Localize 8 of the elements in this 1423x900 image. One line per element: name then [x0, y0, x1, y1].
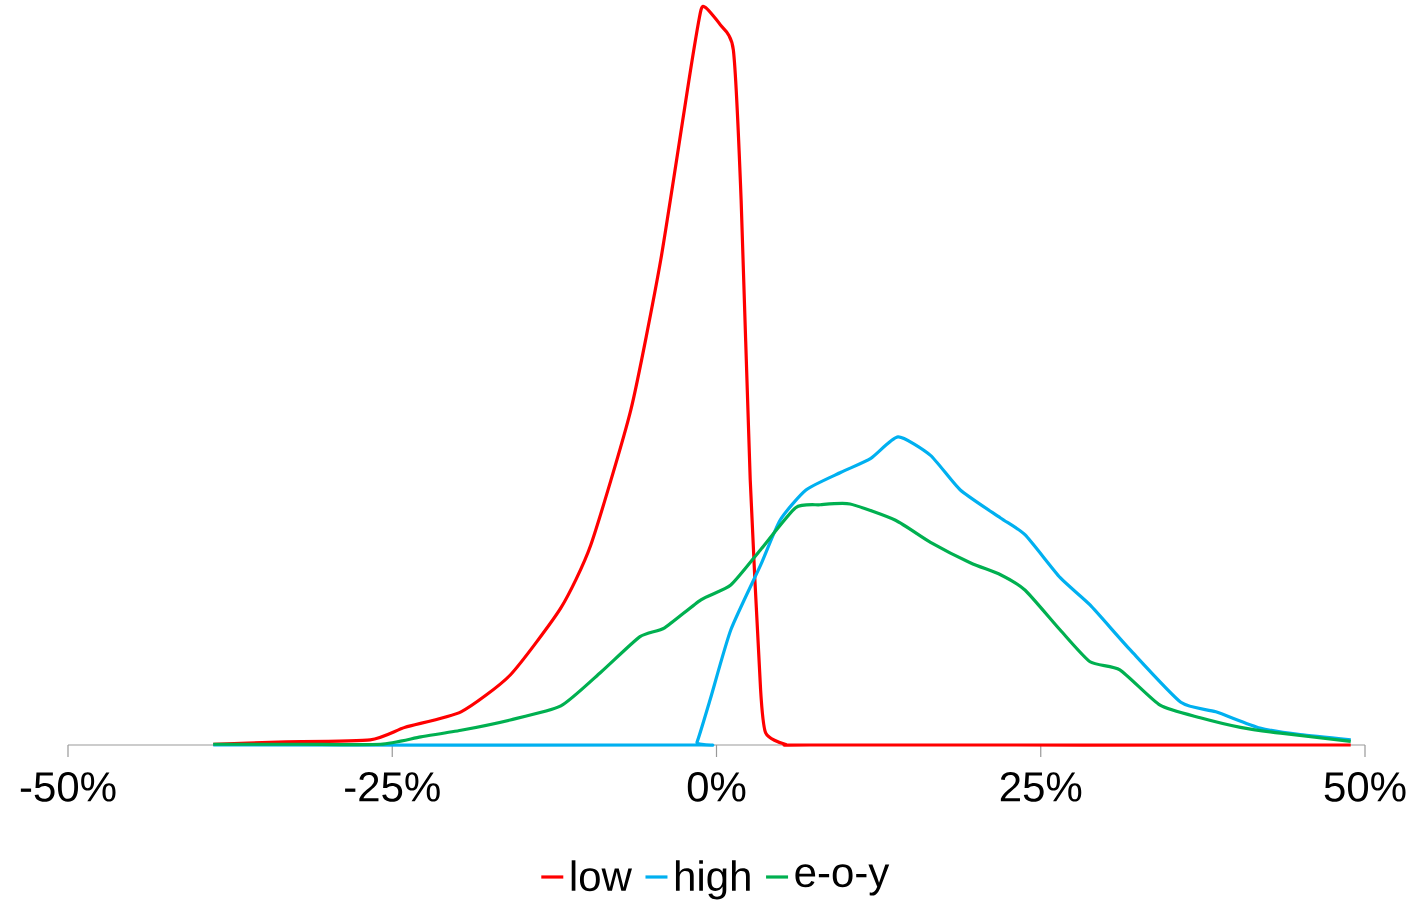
legend-label: high — [675, 860, 750, 900]
x-tick-label: -50% — [20, 772, 116, 802]
legend-label: e-o-y — [795, 864, 890, 896]
x-tick-label: -25% — [345, 772, 440, 802]
x-tick-label: 0% — [687, 772, 746, 802]
x-tick-label: 25% — [1000, 772, 1082, 802]
x-tick-label: 50% — [1324, 772, 1406, 802]
legend-label: low — [571, 860, 632, 892]
